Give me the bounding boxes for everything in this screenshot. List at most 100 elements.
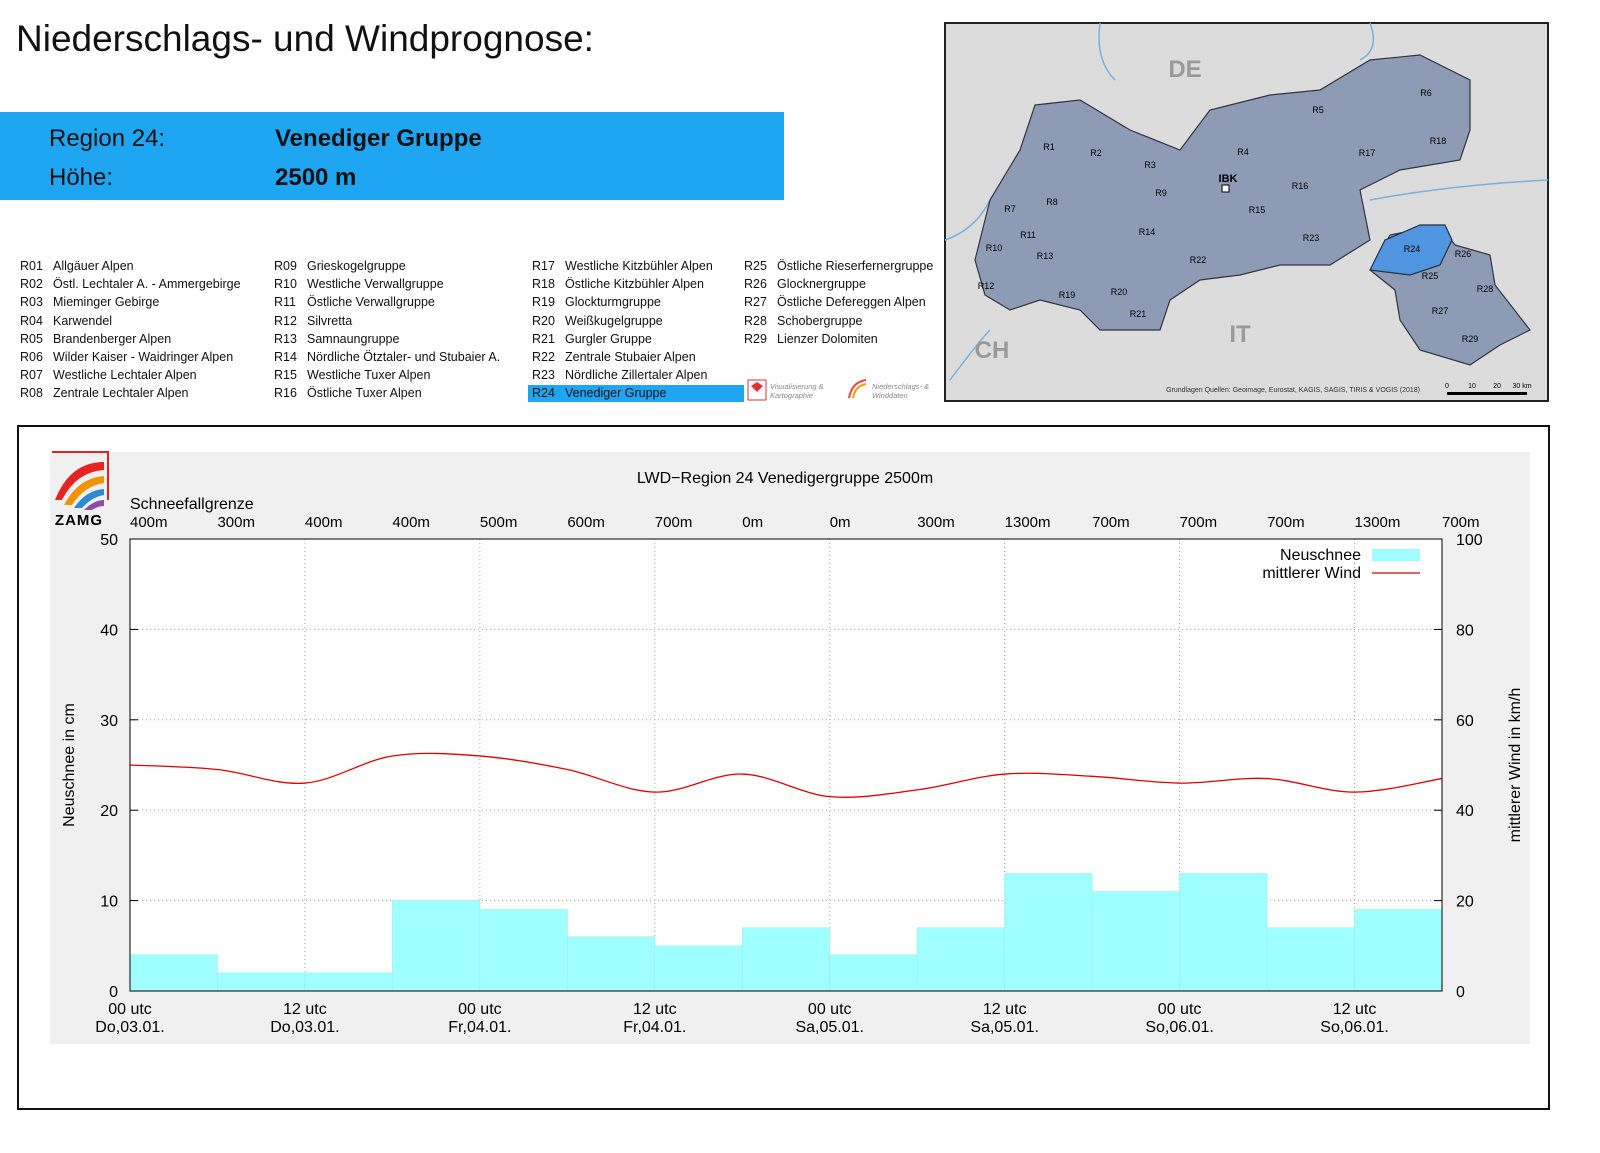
city-label: IBK (1219, 173, 1238, 185)
x-tick-sublabel: Sa,05.01. (970, 1019, 1039, 1036)
city-marker (1221, 184, 1230, 193)
region-name: Nördliche Ötztaler- und Stubaier A. (307, 350, 501, 364)
scale-bar (1447, 392, 1527, 395)
bar (654, 945, 743, 992)
region-code: R25 (744, 259, 767, 273)
x-tick-sublabel: So,06.01. (1320, 1019, 1389, 1036)
legend-label: mittlerer Wind (1262, 565, 1361, 582)
region-code: R14 (274, 350, 297, 364)
region-code: R01 (20, 259, 43, 273)
region-name: Venediger Gruppe (275, 125, 482, 152)
region-entry: R20 Weißkugelgruppe (532, 313, 663, 330)
country-label: DE (1168, 56, 1201, 83)
bar (1004, 873, 1093, 992)
region-name: Venediger Gruppe (565, 386, 667, 401)
bar (1091, 891, 1180, 992)
region-name: Allgäuer Alpen (53, 259, 134, 273)
snowline-label: 700m (1092, 514, 1130, 531)
region-code: R09 (274, 259, 297, 273)
y2-tick-label: 100 (1456, 532, 1483, 549)
x-tick-label: 00 utc (808, 1001, 852, 1018)
snowline-label: 1300m (1355, 514, 1401, 531)
region-label: Region 24: (49, 125, 166, 152)
region-code: R02 (20, 277, 43, 292)
region-code: R13 (274, 331, 297, 346)
page-title: Niederschlags- und Windprognose: (16, 18, 594, 59)
snowline-label: 500m (480, 514, 518, 531)
bar (217, 972, 306, 992)
x-tick-label: 12 utc (283, 1001, 327, 1018)
region-entry: R08 Zentrale Lechtaler Alpen (20, 385, 189, 402)
region-name: Östliche Verwallgruppe (307, 295, 435, 310)
map-region-label: R27 (1432, 306, 1449, 316)
region-name: Weißkugelgruppe (565, 313, 663, 328)
snowline-label: 700m (1267, 514, 1305, 531)
region-entry: R05 Brandenberger Alpen (20, 331, 171, 348)
bar (129, 954, 218, 992)
region-code: R26 (744, 277, 767, 292)
scale-label: 0 (1445, 383, 1449, 390)
region-entry: R21 Gurgler Gruppe (532, 331, 652, 348)
region-code: R17 (532, 259, 555, 273)
region-entry: R18 Östliche Kitzbühler Alpen (532, 276, 704, 293)
y-tick-label: 20 (100, 803, 118, 820)
bar (479, 909, 568, 992)
y2-tick-label: 40 (1456, 803, 1474, 820)
region-name: Brandenberger Alpen (53, 331, 172, 346)
region-name: Östliche Kitzbühler Alpen (565, 277, 704, 292)
region-code: R21 (532, 331, 555, 346)
logo-text: Visualisierung & Kartographie (770, 382, 824, 400)
region-name: Östliche Rieserfernergruppe (777, 259, 934, 273)
x-tick-sublabel: Do,03.01. (270, 1019, 339, 1036)
region-code: R06 (20, 350, 43, 364)
region-name: Samnaungruppe (307, 331, 400, 346)
snowline-label: 0m (830, 514, 851, 531)
y2-tick-label: 0 (1456, 984, 1465, 1001)
region-code: R03 (20, 295, 43, 310)
y2-axis-title: mittlerer Wind in km/h (1507, 688, 1524, 843)
map-region-label: R11 (1020, 230, 1036, 240)
country-label: IT (1229, 321, 1251, 348)
region-code: R19 (532, 295, 555, 310)
y2-tick-label: 60 (1456, 713, 1474, 730)
map-region-label: R23 (1303, 233, 1320, 243)
map-region-label: R20 (1111, 287, 1128, 297)
region-entry: R06 Wilder Kaiser - Waidringer Alpen (20, 349, 233, 366)
bar (1266, 927, 1355, 992)
map-region-label: R2 (1090, 148, 1102, 158)
x-tick-label: 00 utc (458, 1001, 502, 1018)
snowline-label: 400m (392, 514, 430, 531)
legend-label: Neuschnee (1280, 547, 1361, 564)
region-name: Nördliche Zillertaler Alpen (565, 368, 708, 383)
country-label: CH (975, 337, 1010, 364)
snowline-label: 300m (917, 514, 955, 531)
region-entry: R27 Östliche Defereggen Alpen (744, 294, 926, 311)
region-name: Silvretta (307, 313, 353, 328)
bar (916, 927, 1005, 992)
x-tick-label: 12 utc (1333, 1001, 1377, 1018)
logo-arc (74, 489, 104, 508)
scale-label: 20 (1493, 383, 1501, 390)
region-code: R16 (274, 386, 297, 401)
snowline-label: 700m (655, 514, 693, 531)
y-tick-label: 10 (100, 894, 118, 911)
region-name: Wilder Kaiser - Waidringer Alpen (53, 350, 234, 364)
region-name: Grieskogelgruppe (307, 259, 406, 273)
region-code: R27 (744, 295, 767, 310)
region-entry: R26 Glocknergruppe (744, 276, 866, 293)
region-entry: R25 Östliche Rieserfernergruppe (744, 258, 933, 275)
snowline-label: 700m (1442, 514, 1480, 531)
x-tick-sublabel: Do,03.01. (95, 1019, 164, 1036)
x-tick-label: 00 utc (108, 1001, 152, 1018)
x-tick-sublabel: So,06.01. (1145, 1019, 1214, 1036)
region-name: Glockturmgruppe (565, 295, 661, 310)
bar (1354, 909, 1443, 992)
x-tick-label: 12 utc (983, 1001, 1027, 1018)
map-region-label: R29 (1462, 334, 1479, 344)
snowline-label: 300m (217, 514, 255, 531)
legend-swatch (1372, 549, 1420, 561)
region-entry: R07 Westliche Lechtaler Alpen (20, 367, 197, 384)
snowline-label: 600m (567, 514, 605, 531)
